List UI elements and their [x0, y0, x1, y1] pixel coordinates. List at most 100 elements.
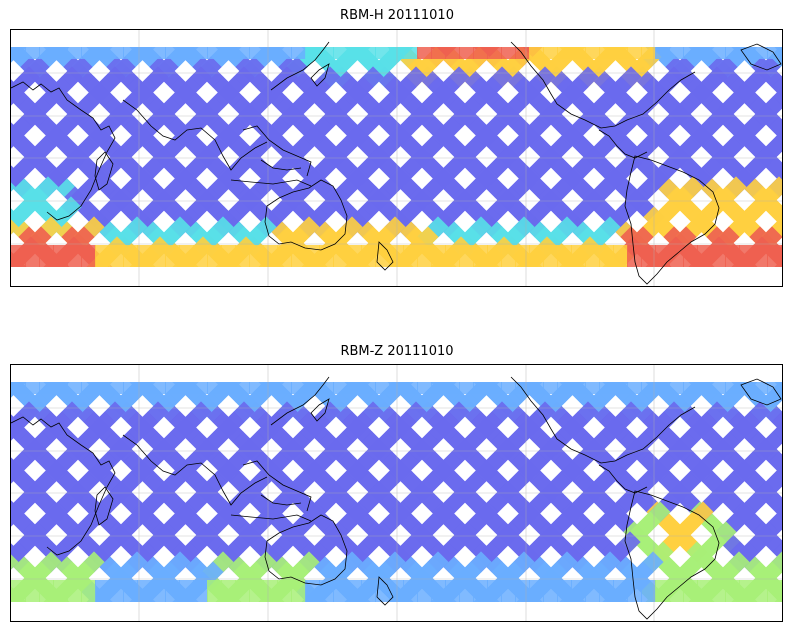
- polar-swath-cell: [767, 382, 782, 394]
- polar-swath-cell: [81, 47, 96, 59]
- polar-swath-cell: [557, 580, 572, 602]
- polar-swath-cell: [473, 245, 488, 267]
- polar-swath-cell: [207, 245, 222, 267]
- polar-swath-cell: [711, 245, 726, 267]
- polar-swath-cell: [557, 245, 572, 267]
- polar-swath-cell: [641, 382, 656, 394]
- polar-swath-cell: [417, 47, 432, 59]
- polar-swath-cell: [137, 580, 152, 602]
- polar-swath-cell: [39, 47, 54, 59]
- polar-swath-cell: [11, 245, 26, 267]
- swath-tracks: [11, 47, 782, 267]
- polar-swath-cell: [683, 382, 698, 394]
- polar-swath-cell: [319, 245, 334, 267]
- swath-segment: [11, 126, 23, 149]
- swath-tracks: [11, 382, 782, 602]
- polar-swath-cell: [235, 580, 250, 602]
- polar-swath-cell: [291, 580, 306, 602]
- polar-swath-cell: [361, 580, 376, 602]
- polar-swath-cell: [221, 382, 236, 394]
- polar-swath-cell: [333, 245, 348, 267]
- polar-swath-cell: [669, 382, 684, 394]
- polar-swath-cell: [683, 245, 698, 267]
- polar-swath-cell: [571, 382, 586, 394]
- polar-swath-cell: [459, 580, 474, 602]
- polar-swath-cell: [697, 47, 712, 59]
- polar-swath-cell: [263, 382, 278, 394]
- polar-swath-cell: [277, 580, 292, 602]
- polar-swath-cell: [543, 580, 558, 602]
- map-panel-rbm-h: [10, 29, 783, 287]
- polar-swath-cell: [221, 47, 236, 59]
- polar-swath-cell: [459, 245, 474, 267]
- polar-swath-cell: [613, 580, 628, 602]
- polar-swath-cell: [697, 580, 712, 602]
- polar-swath-cell: [347, 382, 362, 394]
- polar-swath-cell: [81, 580, 96, 602]
- polar-swath-cell: [753, 580, 768, 602]
- polar-swath-cell: [739, 245, 754, 267]
- polar-swath-cell: [459, 382, 474, 394]
- swath-segment: [768, 116, 782, 141]
- polar-swath-cell: [319, 382, 334, 394]
- polar-swath-cell: [585, 382, 600, 394]
- polar-swath-cell: [767, 245, 782, 267]
- polar-swath-cell: [193, 382, 208, 394]
- polar-swath-cell: [291, 382, 306, 394]
- polar-swath-cell: [627, 47, 642, 59]
- polar-swath-cell: [193, 580, 208, 602]
- polar-swath-cell: [333, 382, 348, 394]
- polar-swath-cell: [151, 47, 166, 59]
- polar-swath-cell: [529, 382, 544, 394]
- polar-swath-cell: [501, 47, 516, 59]
- polar-swath-cell: [473, 580, 488, 602]
- polar-swath-cell: [25, 382, 40, 394]
- polar-swath-cell: [235, 47, 250, 59]
- polar-swath-cell: [123, 580, 138, 602]
- polar-swath-cell: [445, 245, 460, 267]
- polar-swath-cell: [165, 245, 180, 267]
- polar-swath-cell: [445, 382, 460, 394]
- polar-swath-cell: [613, 47, 628, 59]
- polar-swath-cell: [431, 580, 446, 602]
- polar-swath-cell: [221, 245, 236, 267]
- polar-swath-cell: [487, 47, 502, 59]
- polar-swath-cell: [669, 47, 684, 59]
- polar-swath-cell: [151, 382, 166, 394]
- polar-swath-cell: [711, 382, 726, 394]
- polar-swath-cell: [403, 245, 418, 267]
- polar-swath-cell: [739, 47, 754, 59]
- polar-swath-cell: [67, 580, 82, 602]
- polar-swath-cell: [529, 580, 544, 602]
- polar-swath-cell: [347, 47, 362, 59]
- polar-swath-cell: [179, 245, 194, 267]
- polar-swath-cell: [95, 47, 110, 59]
- polar-swath-cell: [249, 245, 264, 267]
- polar-swath-cell: [627, 382, 642, 394]
- polar-swath-cell: [263, 245, 278, 267]
- polar-swath-cell: [781, 580, 782, 602]
- polar-swath-cell: [403, 47, 418, 59]
- polar-swath-cell: [459, 47, 474, 59]
- polar-swath-cell: [571, 245, 586, 267]
- polar-swath-cell: [179, 47, 194, 59]
- polar-swath-cell: [263, 47, 278, 59]
- polar-swath-cell: [725, 382, 740, 394]
- polar-swath-cell: [417, 580, 432, 602]
- polar-swath-cell: [613, 245, 628, 267]
- polar-swath-cell: [151, 245, 166, 267]
- polar-swath-cell: [641, 580, 656, 602]
- polar-swath-cell: [417, 382, 432, 394]
- polar-swath-cell: [543, 382, 558, 394]
- polar-swath-cell: [739, 382, 754, 394]
- polar-swath-cell: [25, 245, 40, 267]
- polar-swath-cell: [431, 245, 446, 267]
- polar-swath-cell: [109, 245, 124, 267]
- swath-segment: [11, 166, 26, 192]
- polar-swath-cell: [319, 580, 334, 602]
- polar-swath-cell: [123, 47, 138, 59]
- polar-swath-cell: [53, 580, 68, 602]
- polar-swath-cell: [39, 580, 54, 602]
- polar-swath-cell: [599, 382, 614, 394]
- polar-swath-cell: [473, 382, 488, 394]
